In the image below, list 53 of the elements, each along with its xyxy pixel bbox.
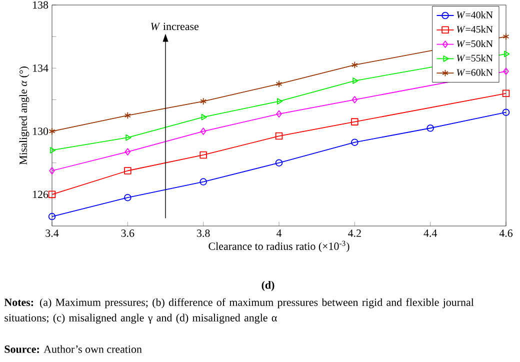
annotation: W increase — [151, 22, 199, 30]
point — [200, 98, 207, 105]
x-tick-label: 3.4 — [46, 230, 59, 237]
x-tick-label: 3.6 — [121, 230, 134, 237]
y-tick-label: 126 — [33, 190, 48, 198]
x-tick-label: 4.4 — [424, 230, 438, 237]
point — [351, 118, 358, 126]
point — [50, 147, 56, 154]
legend-label: W=40kN — [456, 11, 493, 18]
point — [124, 167, 132, 174]
point — [124, 112, 131, 120]
point — [124, 194, 132, 202]
text: Notes: (a) Maximum pressures; (b) difference of maximum pressures between rigid and flexible journal situations; (c) misaligned angle γ and (d) misaligned angle α — [4, 298, 474, 324]
x-tick-label: 3.8 — [197, 230, 210, 237]
y-axis-title: Misaligned angle α (°) — [19, 66, 30, 165]
legend-label: W=50kN — [456, 40, 493, 48]
point — [275, 132, 283, 140]
point — [352, 96, 358, 104]
point — [49, 167, 55, 174]
point — [276, 80, 282, 88]
x-tick-label: 4 — [276, 230, 282, 237]
point — [502, 90, 510, 98]
x-tick-label: 4.6 — [499, 230, 513, 237]
point — [48, 128, 56, 135]
point — [426, 124, 434, 132]
point — [48, 212, 56, 220]
y-tick-label: 130 — [33, 128, 48, 135]
point — [126, 134, 132, 141]
text: Source: Author’s own creation — [4, 345, 142, 353]
point — [503, 68, 509, 75]
point — [276, 98, 283, 104]
point — [351, 138, 358, 146]
point — [351, 61, 358, 69]
point — [275, 159, 283, 166]
point — [48, 190, 56, 198]
legend-label: W=55kN — [456, 54, 493, 62]
point — [200, 128, 206, 135]
point — [201, 114, 207, 120]
x-tick-label: 4.2 — [348, 230, 361, 237]
x-axis-title: Clearance to radius ratio (×10$^{-3}$) — [208, 240, 350, 252]
point — [124, 148, 131, 156]
y-tick-label: 134 — [33, 64, 48, 72]
legend-label: W=45kN — [456, 26, 493, 33]
point — [200, 178, 207, 186]
point — [502, 108, 510, 116]
point — [276, 110, 282, 118]
y-tick-label: 138 — [33, 1, 48, 9]
point — [504, 50, 510, 58]
point — [352, 78, 358, 84]
legend-label: W=60kN — [456, 68, 493, 76]
point — [502, 32, 510, 40]
text: (d) — [262, 281, 274, 291]
point — [200, 151, 207, 159]
